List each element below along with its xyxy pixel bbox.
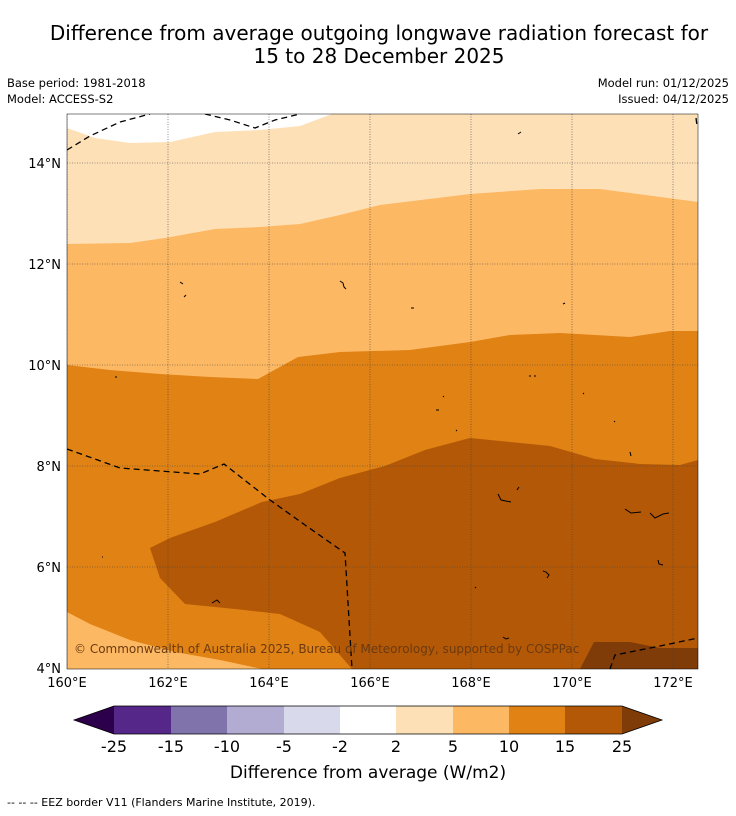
colorbar-title: Difference from average (W/m2)	[230, 763, 506, 783]
colorbar-tick-label: 5	[448, 737, 458, 756]
model-run: Model run: 01/12/2025	[597, 76, 729, 90]
lon-label: 172°E	[653, 676, 693, 691]
colorbar-segment	[340, 706, 396, 734]
lon-label: 162°E	[148, 676, 188, 691]
model-name: Model: ACCESS-S2	[7, 92, 114, 106]
band-2-5	[67, 114, 698, 244]
gridlines	[67, 114, 698, 669]
colorbar-segment	[509, 706, 565, 734]
band-over-25	[580, 642, 698, 669]
lat-label: 10°N	[28, 359, 61, 374]
lat-label: 12°N	[28, 258, 61, 273]
title-line-2: 15 to 28 December 2025	[253, 44, 505, 68]
colorbar-tick-label: -25	[101, 737, 127, 756]
band-5-10-lower	[67, 612, 262, 669]
eez-borders	[67, 114, 698, 669]
colorbar-tick-label: -2	[332, 737, 348, 756]
map-area: © Commonwealth of Australia 2025, Bureau…	[67, 114, 698, 669]
lon-label: 166°E	[350, 676, 390, 691]
lon-label: 168°E	[451, 676, 491, 691]
lat-label: 6°N	[37, 561, 62, 576]
lat-axis: 14°N 12°N 10°N 8°N 6°N 4°N	[28, 157, 61, 677]
map-frame	[66, 113, 699, 670]
colorbar-under-arrow	[74, 706, 114, 734]
colorbar-tick-label: 25	[612, 737, 632, 756]
copyright-text: © Commonwealth of Australia 2025, Bureau…	[74, 642, 579, 656]
colorbar-tick-label: 15	[555, 737, 575, 756]
lat-label: 14°N	[28, 157, 61, 172]
meta-left: Base period: 1981-2018 Model: ACCESS-S2	[7, 75, 146, 107]
lon-label: 170°E	[552, 676, 592, 691]
band-neutral	[67, 114, 332, 143]
band-15-25	[150, 438, 698, 669]
chart-title: Difference from average outgoing longwav…	[22, 22, 736, 68]
colorbar-segment	[565, 706, 622, 734]
colorbar-tick-label: -5	[276, 737, 292, 756]
islands	[102, 131, 670, 640]
colorbar-tick-label: -10	[214, 737, 240, 756]
colorbar-tick-label: 2	[391, 737, 401, 756]
colorbar-segment	[284, 706, 340, 734]
colorbar-tick-label: -15	[158, 737, 184, 756]
base-period: Base period: 1981-2018	[7, 76, 146, 90]
colorbar: -25 -15 -10 -5 -2 2 5 10 15 25 Differenc…	[72, 705, 664, 783]
colorbar-segment	[227, 706, 284, 734]
eez-legend: -- -- -- EEZ border V11 (Flanders Marine…	[7, 796, 316, 809]
lat-label: 4°N	[37, 662, 62, 677]
lon-label: 164°E	[249, 676, 289, 691]
title-line-1: Difference from average outgoing longwav…	[49, 21, 709, 45]
colorbar-segment	[453, 706, 509, 734]
lon-label: 160°E	[47, 676, 87, 691]
colorbar-segment	[171, 706, 227, 734]
colorbar-segment	[396, 706, 453, 734]
colorbar-over-arrow	[622, 706, 662, 734]
issued-date: Issued: 04/12/2025	[618, 92, 729, 106]
colorbar-tick-label: 10	[499, 737, 519, 756]
colorbar-segment	[114, 706, 171, 734]
lon-axis: 160°E 162°E 164°E 166°E 168°E 170°E 172°…	[47, 676, 693, 691]
meta-right: Model run: 01/12/2025 Issued: 04/12/2025	[598, 75, 729, 107]
lat-label: 8°N	[37, 460, 62, 475]
